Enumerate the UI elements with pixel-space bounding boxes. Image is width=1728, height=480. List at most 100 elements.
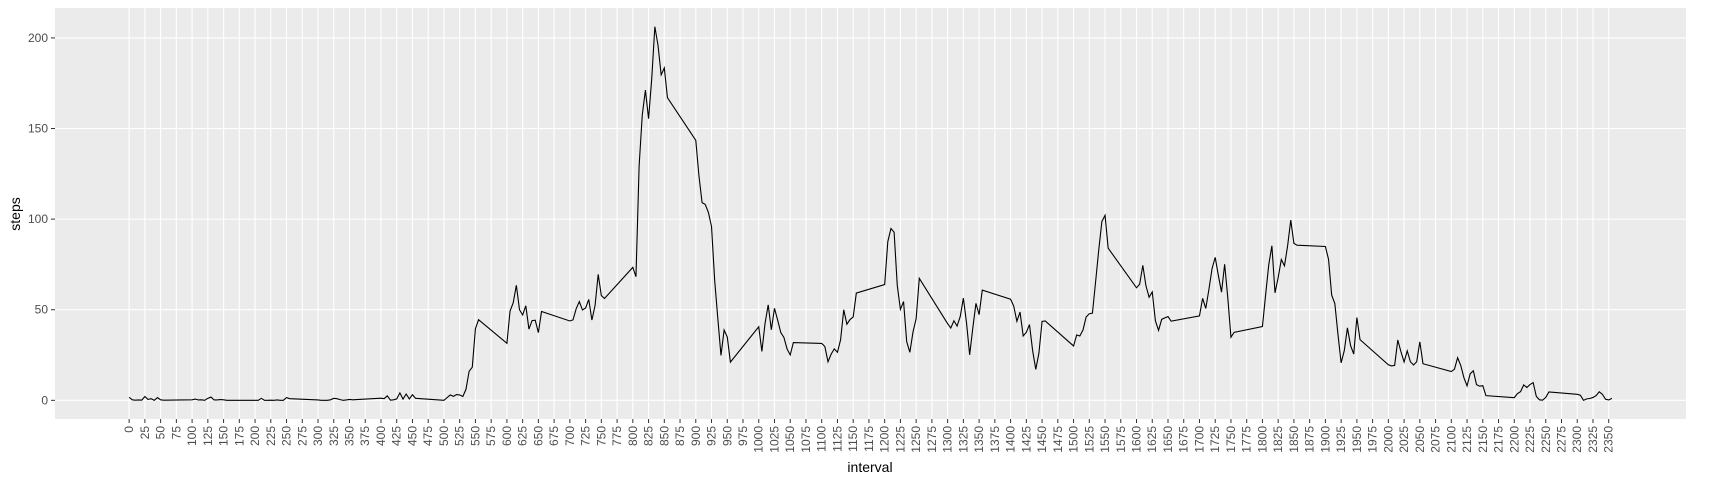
x-tick-label: 1625 bbox=[1145, 426, 1159, 453]
x-tick-label: 475 bbox=[421, 426, 435, 446]
x-tick-label: 50 bbox=[154, 426, 168, 440]
panel bbox=[55, 8, 1686, 419]
x-tick-label: 625 bbox=[516, 426, 530, 446]
x-tick-label: 700 bbox=[563, 426, 577, 446]
x-tick-label: 1825 bbox=[1271, 426, 1285, 453]
x-tick-label: 1225 bbox=[893, 426, 907, 453]
x-tick-label: 1575 bbox=[1114, 426, 1128, 453]
x-tick-label: 1150 bbox=[846, 426, 860, 452]
x-tick-label: 2125 bbox=[1460, 426, 1474, 453]
x-tick-label: 1775 bbox=[1240, 426, 1254, 453]
x-tick-label: 325 bbox=[327, 426, 341, 446]
x-tick-label: 550 bbox=[468, 426, 482, 446]
x-tick-label: 25 bbox=[138, 426, 152, 440]
x-tick-label: 1800 bbox=[1255, 426, 1269, 453]
x-tick-label: 1850 bbox=[1287, 426, 1301, 453]
x-tick-label: 300 bbox=[311, 426, 325, 446]
x-tick-label: 525 bbox=[453, 426, 467, 446]
x-tick-label: 600 bbox=[500, 426, 514, 446]
x-tick-label: 775 bbox=[610, 426, 624, 446]
x-tick-label: 1350 bbox=[972, 426, 986, 453]
x-tick-label: 1375 bbox=[988, 426, 1002, 453]
x-tick-label: 2100 bbox=[1444, 426, 1458, 453]
x-tick-label: 375 bbox=[358, 426, 372, 446]
x-tick-label: 2050 bbox=[1413, 426, 1427, 453]
x-tick-label: 250 bbox=[280, 426, 294, 446]
x-tick-label: 1550 bbox=[1098, 426, 1112, 453]
x-tick-label: 1050 bbox=[783, 426, 797, 453]
x-tick-label: 175 bbox=[232, 426, 246, 446]
x-tick-label: 1475 bbox=[1051, 426, 1065, 453]
x-tick-label: 1925 bbox=[1334, 426, 1348, 453]
x-axis-title: interval bbox=[847, 459, 892, 475]
x-tick-label: 2300 bbox=[1570, 426, 1584, 453]
x-tick-label: 575 bbox=[484, 426, 498, 446]
x-tick-label: 2025 bbox=[1397, 426, 1411, 453]
x-tick-label: 750 bbox=[594, 426, 608, 446]
x-tick-label: 1100 bbox=[815, 426, 829, 452]
x-tick-label: 1875 bbox=[1303, 426, 1317, 453]
x-tick-label: 900 bbox=[689, 426, 703, 446]
y-tick-label: 100 bbox=[28, 212, 48, 226]
x-tick-label: 150 bbox=[217, 426, 231, 446]
x-tick-label: 2325 bbox=[1586, 426, 1600, 453]
x-tick-label: 850 bbox=[657, 426, 671, 446]
line bbox=[128, 26, 1613, 402]
x-tick-label: 725 bbox=[579, 426, 593, 446]
x-tick-label: 800 bbox=[626, 426, 640, 446]
x-tick-label: 2250 bbox=[1539, 426, 1553, 453]
x-tick-label: 0 bbox=[122, 426, 136, 433]
x-tick-label: 875 bbox=[673, 426, 687, 446]
x-tick-label: 75 bbox=[169, 426, 183, 440]
x-tick-label: 1125 bbox=[830, 426, 844, 452]
y-tick-label: 150 bbox=[28, 122, 48, 136]
x-tick-label: 1200 bbox=[878, 426, 892, 453]
x-tick-label: 975 bbox=[736, 426, 750, 446]
x-tick-label: 1025 bbox=[767, 426, 781, 453]
x-tick-label: 275 bbox=[295, 426, 309, 446]
x-tick-label: 675 bbox=[547, 426, 561, 446]
x-tick-label: 925 bbox=[705, 426, 719, 446]
x-tick-label: 1600 bbox=[1130, 426, 1144, 453]
x-tick-label: 1425 bbox=[1019, 426, 1033, 453]
x-tick-label: 1450 bbox=[1035, 426, 1049, 453]
x-tick-label: 1325 bbox=[956, 426, 970, 453]
x-tick-label: 200 bbox=[248, 426, 262, 446]
x-tick-label: 1175 bbox=[862, 426, 876, 452]
x-tick-label: 1650 bbox=[1161, 426, 1175, 453]
x-tick-label: 350 bbox=[342, 426, 356, 446]
x-tick-label: 2000 bbox=[1381, 426, 1395, 453]
x-tick-label: 1525 bbox=[1082, 426, 1096, 453]
x-tick-label: 1975 bbox=[1366, 426, 1380, 453]
x-tick-label: 500 bbox=[437, 426, 451, 446]
x-tick-label: 1000 bbox=[752, 426, 766, 453]
x-tick-label: 1275 bbox=[925, 426, 939, 453]
x-tick-label: 2350 bbox=[1602, 426, 1616, 453]
y-tick-label: 50 bbox=[35, 303, 49, 317]
x-tick-label: 950 bbox=[720, 426, 734, 446]
x-tick-label: 1750 bbox=[1224, 426, 1238, 453]
x-tick-label: 425 bbox=[390, 426, 404, 446]
x-tick-label: 2225 bbox=[1523, 426, 1537, 453]
x-tick-label: 1300 bbox=[941, 426, 955, 453]
x-tick-label: 1075 bbox=[799, 426, 813, 453]
x-tick-label: 1250 bbox=[909, 426, 923, 453]
x-tick-label: 450 bbox=[405, 426, 419, 446]
x-tick-label: 125 bbox=[201, 426, 215, 446]
x-tick-label: 1500 bbox=[1067, 426, 1081, 453]
x-tick-label: 1675 bbox=[1177, 426, 1191, 453]
x-tick-label: 1725 bbox=[1208, 426, 1222, 453]
x-tick-label: 1950 bbox=[1350, 426, 1364, 453]
x-tick-label: 2150 bbox=[1476, 426, 1490, 453]
x-tick-label: 2200 bbox=[1507, 426, 1521, 453]
x-tick-label: 2175 bbox=[1492, 426, 1506, 453]
y-tick-label: 200 bbox=[28, 31, 48, 45]
x-tick-label: 400 bbox=[374, 426, 388, 446]
x-tick-label: 825 bbox=[642, 426, 656, 446]
y-axis-title: steps bbox=[7, 197, 23, 230]
x-tick-label: 1700 bbox=[1192, 426, 1206, 453]
x-tick-label: 2275 bbox=[1554, 426, 1568, 453]
x-tick-label: 225 bbox=[264, 426, 278, 446]
x-tick-label: 1400 bbox=[1004, 426, 1018, 453]
